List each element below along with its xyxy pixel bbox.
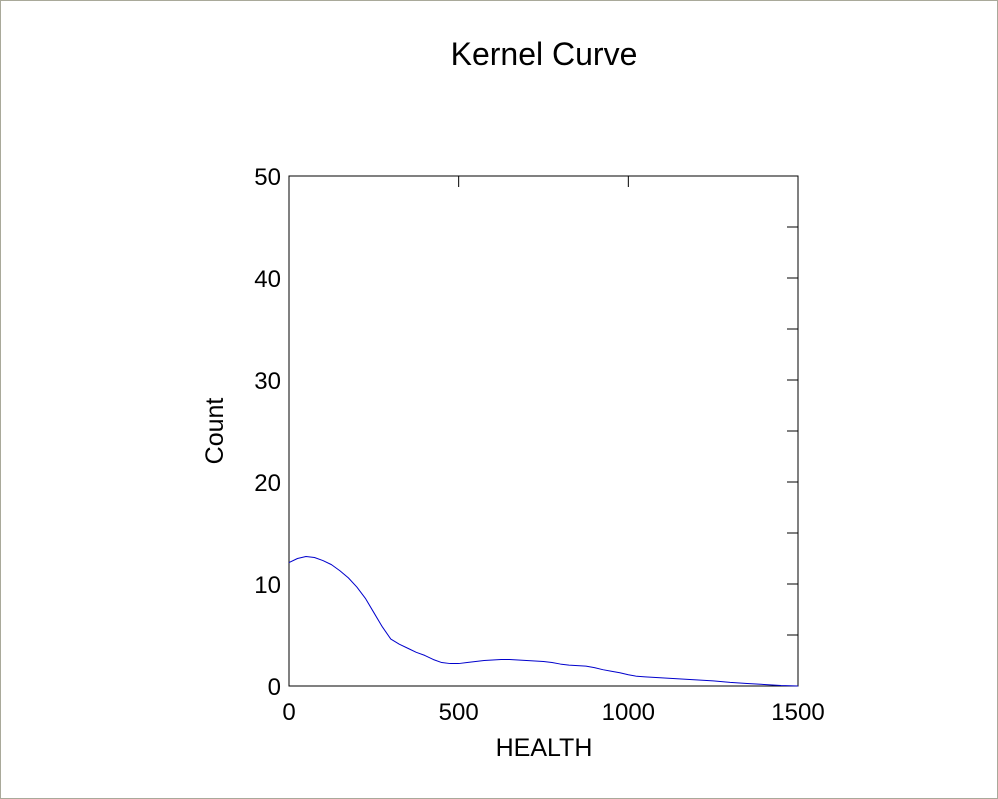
y-tick-label: 20 [254,470,281,497]
x-tick-label: 1500 [771,699,824,726]
x-tick-label: 1000 [602,699,655,726]
y-tick-label: 30 [254,368,281,395]
y-tick-label: 10 [254,572,281,599]
y-tick-label: 40 [254,266,281,293]
kernel-curve-line [288,555,799,687]
x-tick-label: 500 [439,699,479,726]
y-axis-title: Count [201,398,229,465]
x-axis-title: HEALTH [496,734,593,762]
plot-area: 0 500 1000 1500 0 10 20 30 40 50 [254,164,824,726]
y-tick-label: 50 [254,164,281,191]
chart-title: Kernel Curve [451,36,638,72]
x-tick-label: 0 [282,699,295,726]
plot-frame [288,175,799,687]
y-tick-label: 0 [268,674,281,701]
